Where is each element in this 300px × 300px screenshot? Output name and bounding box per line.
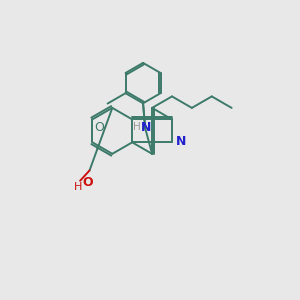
Text: H: H — [133, 122, 141, 132]
Text: H: H — [74, 182, 82, 192]
Text: N: N — [176, 135, 186, 148]
Text: O: O — [94, 121, 104, 134]
Text: N: N — [141, 121, 152, 134]
Text: O: O — [83, 176, 93, 189]
